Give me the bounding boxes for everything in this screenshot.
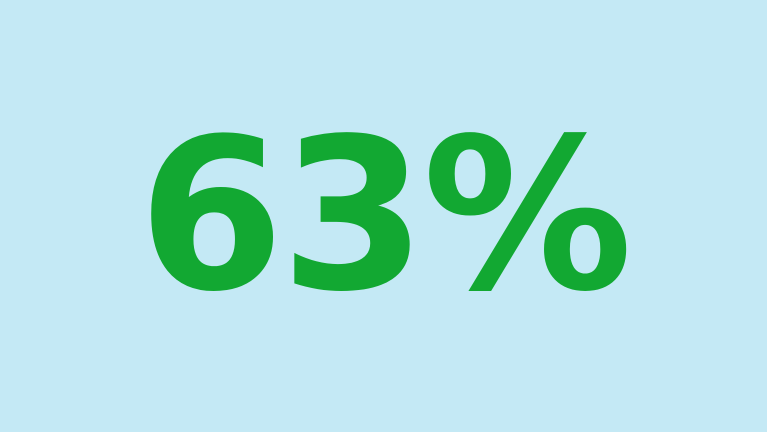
percentage-value: 63% [138, 93, 633, 338]
